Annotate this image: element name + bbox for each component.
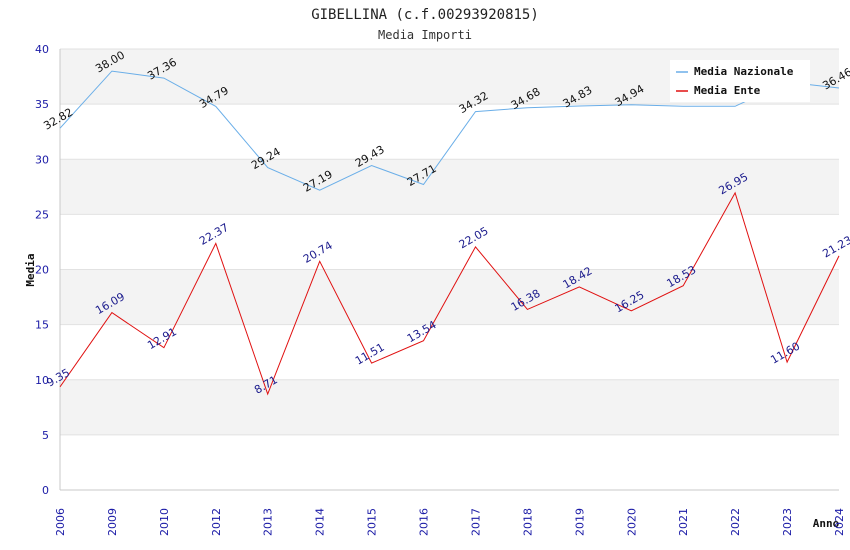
legend: Media Nazionale Media Ente — [670, 60, 810, 102]
x-tick-label: 2018 — [521, 508, 534, 536]
x-tick-label: 2014 — [314, 508, 327, 536]
y-tick-labels: 0 5 10 15 20 25 30 35 40 — [35, 43, 49, 497]
chart-subtitle: Media Importi — [378, 28, 472, 42]
y-tick-label: 35 — [35, 98, 49, 111]
x-tick-label: 2016 — [418, 508, 431, 536]
grid-bands — [60, 49, 839, 490]
x-tick-label: 2009 — [106, 508, 119, 536]
y-tick-label: 15 — [35, 319, 49, 332]
y-tick-label: 25 — [35, 208, 49, 221]
x-axis-label: Anno — [813, 517, 840, 530]
legend-label-media-nazionale: Media Nazionale — [694, 65, 794, 78]
x-tick-label: 2012 — [210, 508, 223, 536]
grid-band — [60, 379, 839, 435]
series-line-media-ente — [59, 191, 840, 396]
grid-band — [60, 434, 839, 490]
x-tick-label: 2022 — [729, 508, 742, 536]
x-tick-label: 2006 — [54, 508, 67, 536]
chart-title: GIBELLINA (c.f.00293920815) — [311, 7, 539, 23]
x-tick-label: 2015 — [366, 508, 379, 536]
y-tick-label: 20 — [35, 264, 49, 277]
grid-band — [60, 159, 839, 215]
y-tick-label: 5 — [42, 429, 49, 442]
grid-band — [60, 269, 839, 325]
grid-band — [60, 324, 839, 380]
y-tick-label: 10 — [35, 374, 49, 387]
x-tick-label: 2019 — [573, 508, 586, 536]
x-tick-label: 2017 — [469, 508, 482, 536]
legend-box — [670, 60, 810, 102]
x-tick-label: 2024 — [833, 508, 846, 536]
legend-label-media-ente: Media Ente — [694, 84, 761, 97]
x-tick-label: 2010 — [158, 508, 171, 536]
series-lines — [59, 70, 840, 396]
x-tick-label: 2013 — [262, 508, 275, 536]
series-line-media-nazionale — [59, 70, 840, 191]
y-axis-label: Media — [24, 253, 37, 286]
x-tick-label: 2023 — [781, 508, 794, 536]
y-tick-label: 40 — [35, 43, 49, 56]
grid-band — [60, 104, 839, 160]
y-tick-label: 0 — [42, 484, 49, 497]
grid-band — [60, 214, 839, 270]
x-tick-label: 2020 — [625, 508, 638, 536]
x-tick-labels: 2006 2009 2010 2012 2013 2014 2015 2016 2017 2018… — [54, 508, 846, 536]
y-tick-label: 30 — [35, 153, 49, 166]
x-tick-label: 2021 — [677, 508, 690, 536]
